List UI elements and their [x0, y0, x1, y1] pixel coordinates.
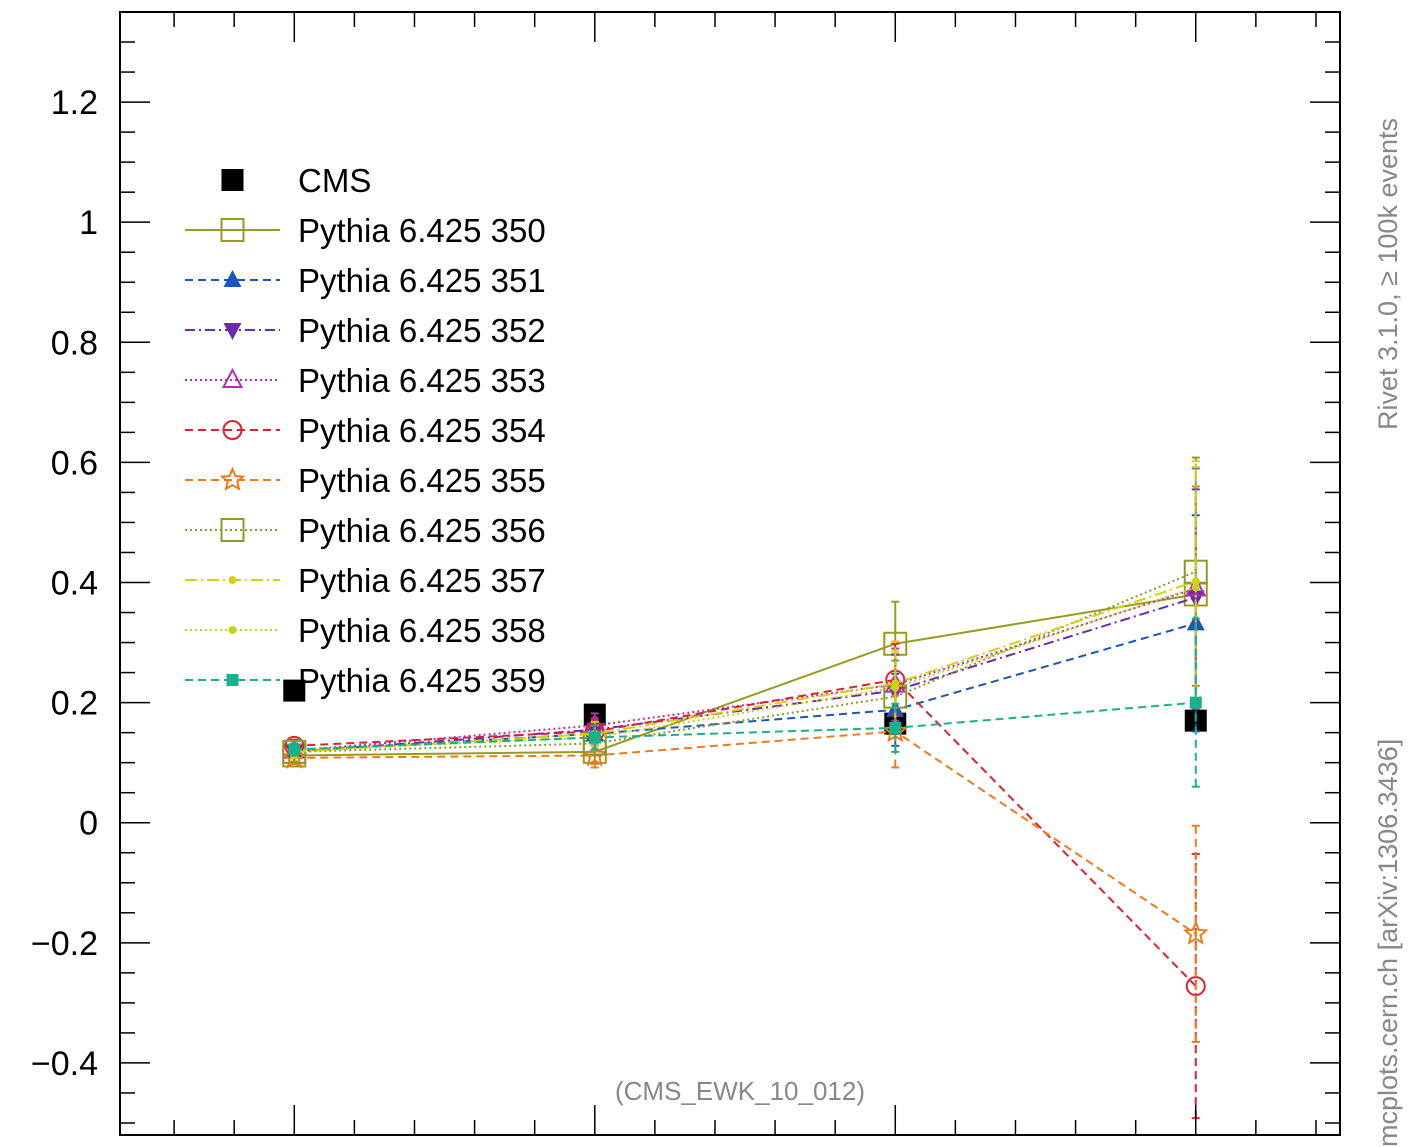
legend-marker	[220, 218, 245, 242]
series-line	[294, 622, 1197, 752]
series-359	[288, 617, 1202, 788]
legend-label: CMS	[298, 162, 371, 199]
legend-entry-CMS: CMS	[221, 162, 371, 199]
legend-label: Pythia 6.425 353	[298, 362, 546, 399]
series-line	[294, 701, 1196, 751]
legend-marker	[228, 576, 237, 584]
mcplots-source-label: mcplots.cern.ch [arXiv:1306.3436]	[1373, 739, 1403, 1147]
legend-label: Pythia 6.425 351	[298, 262, 546, 299]
data-point	[581, 741, 608, 767]
legend-label: Pythia 6.425 355	[298, 462, 546, 499]
legend-marker	[221, 169, 244, 191]
data-point	[288, 743, 301, 756]
legend-entry-356: Pythia 6.425 356	[185, 512, 546, 549]
legend-marker	[223, 270, 242, 287]
legend-label: Pythia 6.425 359	[298, 662, 546, 699]
legend-label: Pythia 6.425 350	[298, 212, 546, 249]
y-tick-label: 1.2	[51, 84, 98, 122]
y-tick-label: 1	[79, 204, 98, 242]
legend-label: Pythia 6.425 354	[298, 412, 546, 449]
series-line	[294, 570, 1197, 753]
y-tick-label: −0.4	[31, 1045, 98, 1083]
plot-frame	[119, 11, 1341, 1136]
data-point	[889, 721, 902, 734]
legend-marker	[219, 466, 246, 491]
y-tick-label: 0.8	[51, 324, 98, 362]
y-tick-label: 0.4	[51, 565, 98, 603]
legend-entry-359: Pythia 6.425 359	[185, 662, 546, 699]
legend-label: Pythia 6.425 356	[298, 512, 546, 549]
legend-entry-355: Pythia 6.425 355	[185, 462, 546, 499]
legend-entry-352: Pythia 6.425 352	[185, 312, 546, 349]
legend-entry-358: Pythia 6.425 358	[185, 612, 546, 649]
y-tick-label: 0	[79, 805, 98, 843]
legend-marker	[222, 420, 243, 440]
data-point	[891, 683, 900, 692]
series-line	[294, 593, 1196, 757]
legend-marker	[226, 674, 239, 686]
legend-entry-357: Pythia 6.425 357	[185, 562, 546, 599]
data-point	[1182, 920, 1209, 945]
analysis-annotation: (CMS_EWK_10_012)	[615, 1076, 865, 1106]
axes: −0.4 −0.2 0 0.2 0.4 0.6 0.8 1 1.2	[31, 11, 1341, 1136]
series-line	[294, 596, 1197, 753]
data-point	[1189, 696, 1202, 709]
data-point	[1191, 583, 1200, 592]
y-tick-label: 0.6	[51, 444, 98, 482]
legend-marker	[220, 518, 245, 542]
y-tick-label: −0.2	[31, 925, 98, 963]
legend-entry-353: Pythia 6.425 353	[185, 362, 546, 399]
data-point	[283, 679, 306, 702]
legend-label: Pythia 6.425 358	[298, 612, 546, 649]
legend-label: Pythia 6.425 352	[298, 312, 546, 349]
legend-entry-351: Pythia 6.425 351	[185, 262, 546, 299]
legend-entry-354: Pythia 6.425 354	[185, 412, 546, 449]
legend-marker	[221, 367, 244, 388]
y-tick-label: 0.2	[51, 685, 98, 723]
series-line	[294, 580, 1197, 753]
data-point	[588, 731, 601, 744]
legend-marker	[223, 323, 242, 340]
legend-marker	[228, 626, 237, 634]
legend-label: Pythia 6.425 357	[298, 562, 546, 599]
legend-entry-350: Pythia 6.425 350	[185, 212, 546, 249]
series-line	[294, 730, 1197, 935]
series-layer	[281, 456, 1209, 1120]
rivet-version-label: Rivet 3.1.0, ≥ 100k events	[1373, 118, 1403, 430]
legend: CMS Pythia 6.425 350 Pythia 6.425 351 Pythi…	[185, 162, 546, 699]
